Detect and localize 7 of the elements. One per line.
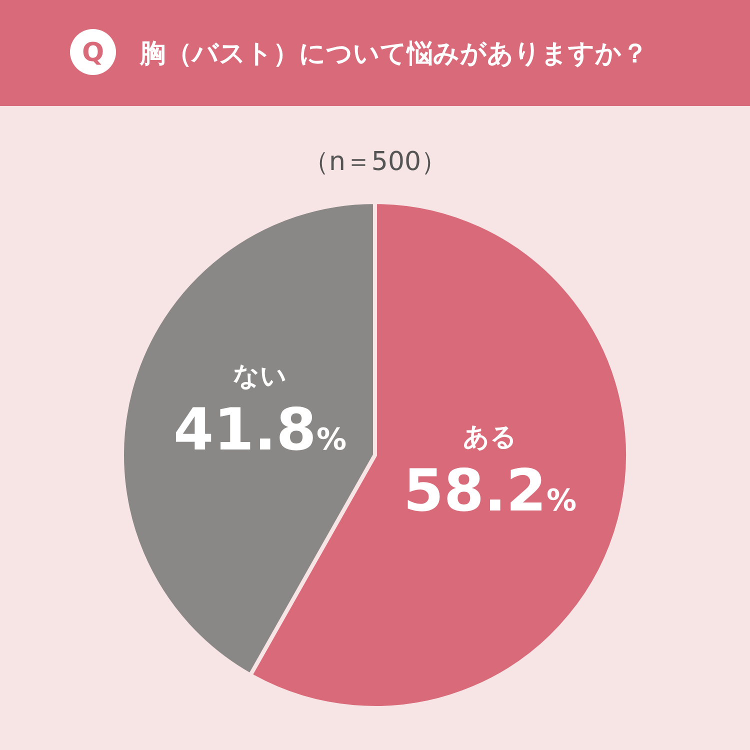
- slice-label: ない: [233, 362, 288, 392]
- data-label: 58.2%: [403, 456, 577, 524]
- question-badge: Q: [70, 29, 116, 75]
- chart-subtitle: （n＝500）: [302, 147, 448, 177]
- chart-title: 胸（バスト）について悩みがありますか？: [139, 39, 648, 69]
- slice-label: ある: [462, 422, 517, 452]
- data-label: 41.8%: [173, 396, 347, 464]
